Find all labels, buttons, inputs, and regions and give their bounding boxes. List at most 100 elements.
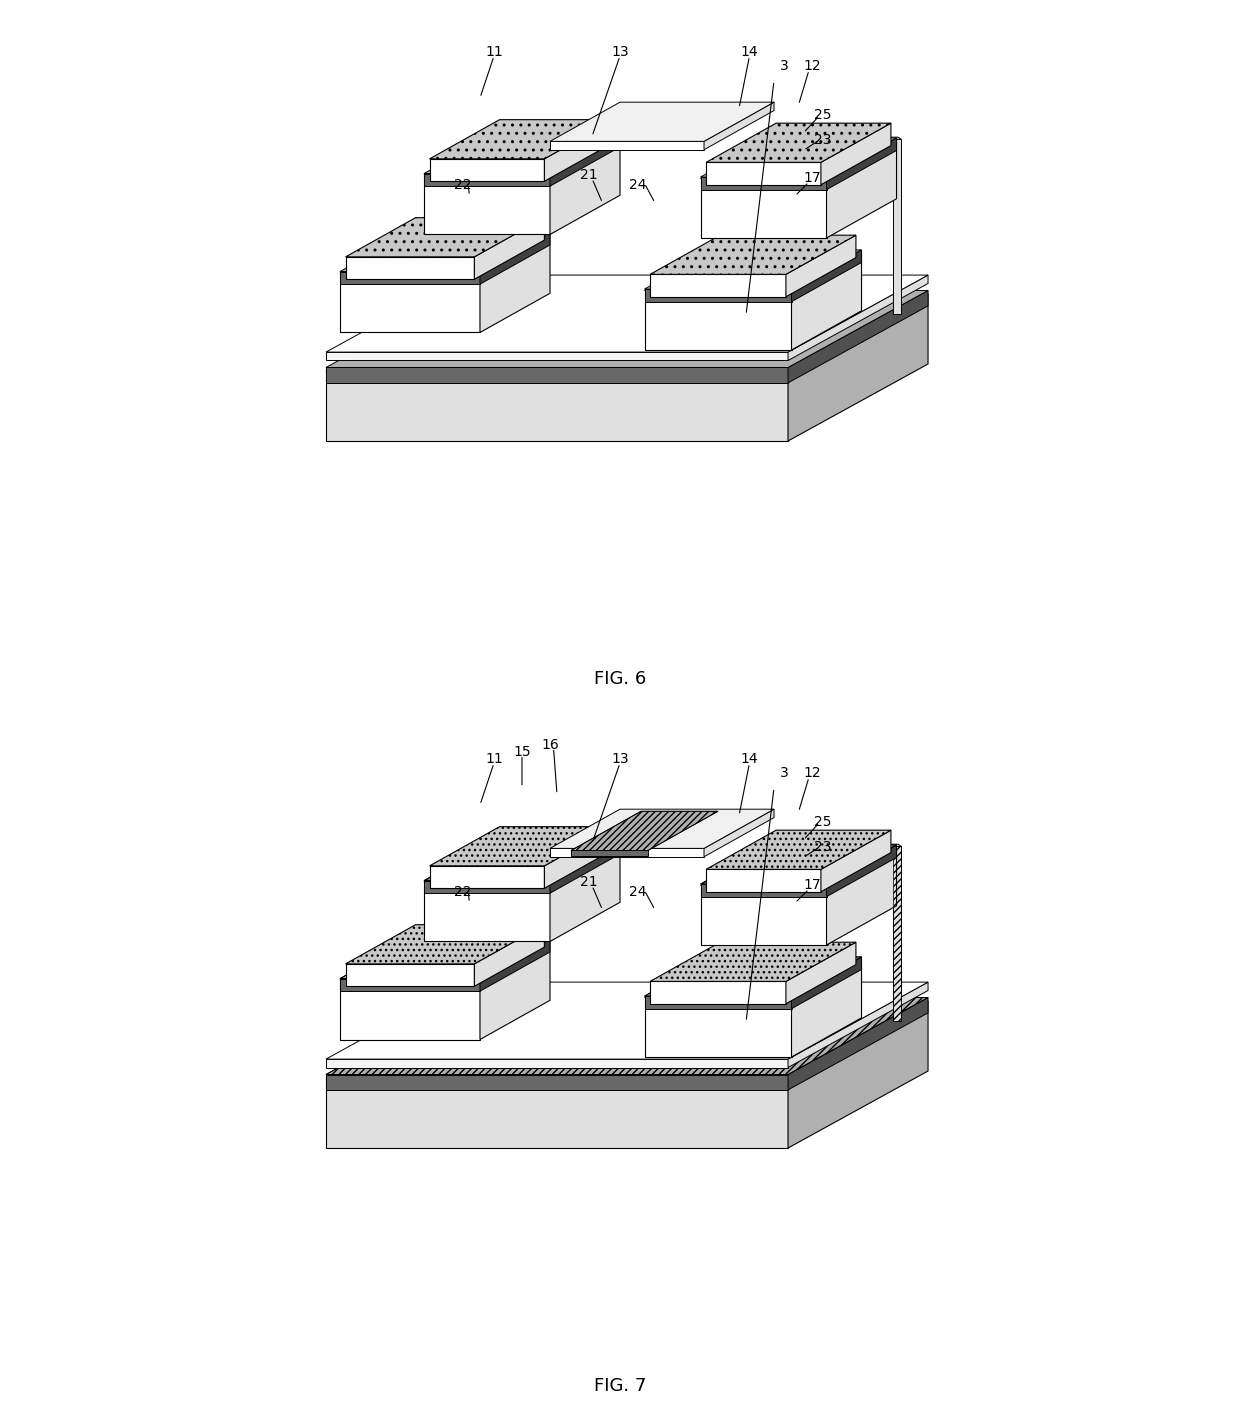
Text: 16: 16 <box>541 739 559 753</box>
Polygon shape <box>429 827 614 865</box>
Polygon shape <box>346 257 475 280</box>
Polygon shape <box>551 135 620 186</box>
Polygon shape <box>429 159 544 182</box>
Polygon shape <box>704 102 774 149</box>
Polygon shape <box>551 843 620 942</box>
Polygon shape <box>827 139 897 237</box>
Polygon shape <box>326 982 928 1059</box>
Polygon shape <box>544 827 614 888</box>
Text: FIG. 7: FIG. 7 <box>594 1377 646 1395</box>
Polygon shape <box>645 956 862 996</box>
Text: 23: 23 <box>815 134 832 146</box>
Text: 17: 17 <box>804 878 821 892</box>
Polygon shape <box>429 119 614 159</box>
Polygon shape <box>701 885 827 945</box>
Polygon shape <box>706 162 821 185</box>
Polygon shape <box>326 276 928 352</box>
Polygon shape <box>645 288 791 301</box>
Polygon shape <box>480 233 551 284</box>
Polygon shape <box>326 352 789 361</box>
Polygon shape <box>701 178 827 189</box>
Polygon shape <box>340 233 551 271</box>
Polygon shape <box>475 217 544 280</box>
Polygon shape <box>340 980 480 1040</box>
Polygon shape <box>326 290 928 368</box>
Polygon shape <box>821 830 890 892</box>
Polygon shape <box>424 882 551 942</box>
Polygon shape <box>893 139 901 314</box>
Polygon shape <box>789 290 928 382</box>
Polygon shape <box>789 294 928 441</box>
Polygon shape <box>551 841 620 894</box>
Polygon shape <box>701 845 897 884</box>
Polygon shape <box>424 173 551 186</box>
Polygon shape <box>706 870 821 892</box>
Polygon shape <box>340 234 551 273</box>
Polygon shape <box>650 942 856 982</box>
Polygon shape <box>326 1059 789 1067</box>
Polygon shape <box>889 138 901 139</box>
Polygon shape <box>645 996 791 1009</box>
Polygon shape <box>791 250 862 301</box>
Polygon shape <box>645 252 862 290</box>
Text: 13: 13 <box>611 45 629 60</box>
Text: 24: 24 <box>629 885 646 899</box>
Text: 17: 17 <box>804 172 821 186</box>
Polygon shape <box>340 939 551 979</box>
Polygon shape <box>551 102 774 141</box>
Polygon shape <box>827 138 897 189</box>
Polygon shape <box>551 809 774 848</box>
Text: 3: 3 <box>780 60 789 74</box>
Polygon shape <box>340 979 480 992</box>
Polygon shape <box>326 998 928 1074</box>
Polygon shape <box>326 368 789 382</box>
Polygon shape <box>889 844 901 847</box>
Polygon shape <box>701 847 897 885</box>
Text: 21: 21 <box>579 875 598 890</box>
Polygon shape <box>551 848 704 857</box>
Polygon shape <box>791 958 862 1057</box>
Polygon shape <box>346 925 544 963</box>
Polygon shape <box>480 939 551 992</box>
Polygon shape <box>480 941 551 1040</box>
Polygon shape <box>326 1079 789 1148</box>
Polygon shape <box>570 811 718 851</box>
Polygon shape <box>650 982 786 1003</box>
Text: 3: 3 <box>780 766 789 780</box>
Text: 13: 13 <box>611 753 629 766</box>
Polygon shape <box>650 234 856 274</box>
Polygon shape <box>645 250 862 288</box>
Polygon shape <box>326 1000 928 1079</box>
Polygon shape <box>551 141 704 149</box>
Text: 22: 22 <box>454 179 471 192</box>
Text: 11: 11 <box>485 45 503 60</box>
Polygon shape <box>429 865 544 888</box>
Text: 25: 25 <box>815 108 832 122</box>
Polygon shape <box>791 956 862 1009</box>
Polygon shape <box>475 925 544 986</box>
Polygon shape <box>827 847 897 945</box>
Polygon shape <box>424 841 620 881</box>
Text: 12: 12 <box>804 60 821 74</box>
Polygon shape <box>827 845 897 897</box>
Polygon shape <box>424 881 551 894</box>
Polygon shape <box>340 941 551 980</box>
Text: FIG. 6: FIG. 6 <box>594 671 646 688</box>
Polygon shape <box>650 274 786 297</box>
Polygon shape <box>340 273 480 333</box>
Text: 21: 21 <box>579 168 598 182</box>
Polygon shape <box>706 124 890 162</box>
Polygon shape <box>789 1000 928 1148</box>
Text: 22: 22 <box>454 885 471 899</box>
Polygon shape <box>424 136 620 175</box>
Polygon shape <box>645 290 791 350</box>
Polygon shape <box>424 135 620 173</box>
Polygon shape <box>701 884 827 897</box>
Polygon shape <box>645 998 791 1057</box>
Polygon shape <box>346 217 544 257</box>
Polygon shape <box>786 234 856 297</box>
Polygon shape <box>424 843 620 882</box>
Polygon shape <box>701 139 897 179</box>
Polygon shape <box>701 138 897 178</box>
Polygon shape <box>789 998 928 1090</box>
